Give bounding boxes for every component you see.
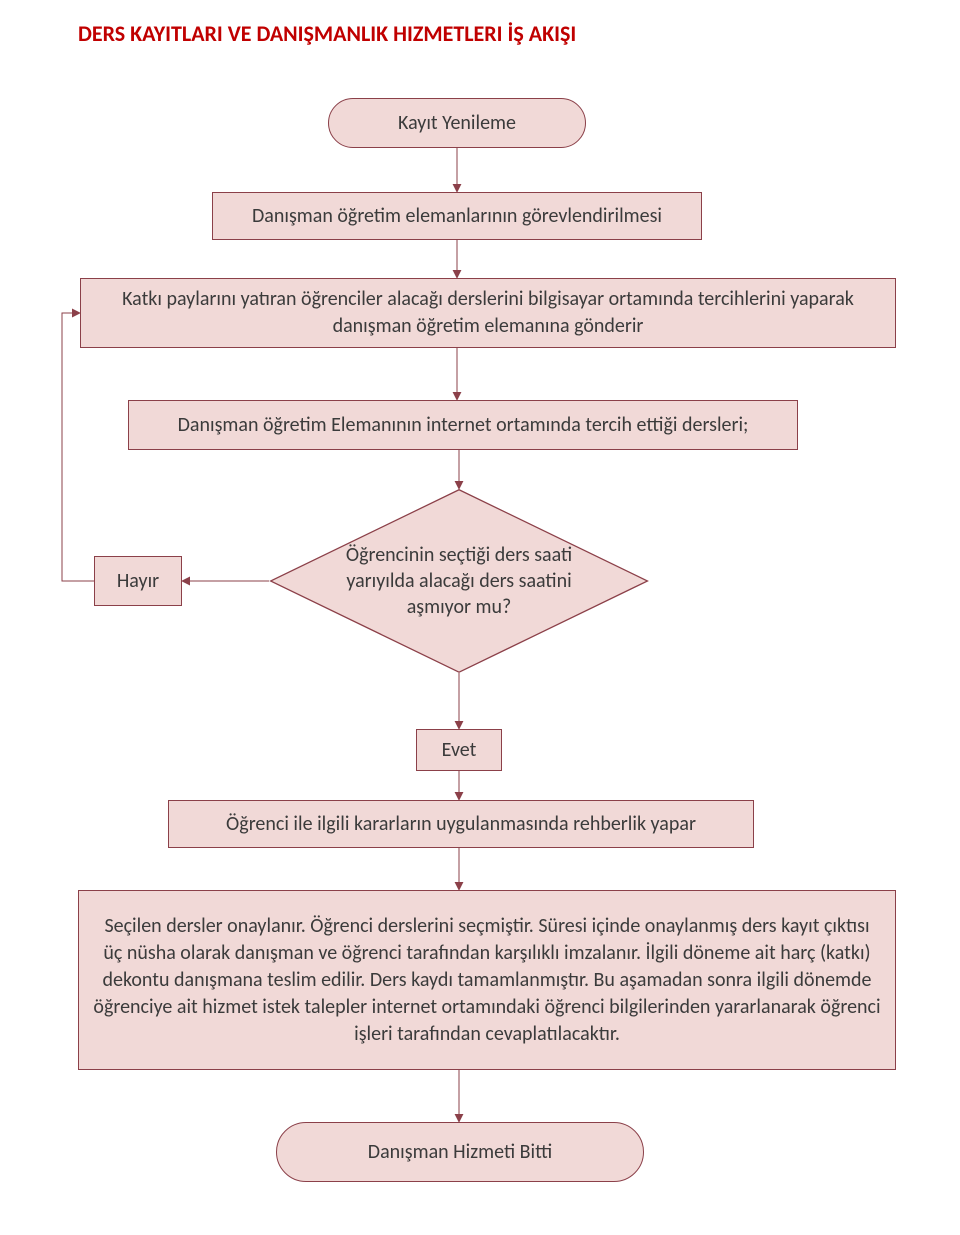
flow-process-approval: Seçilen dersler onaylanır. Öğrenci dersl… — [78, 890, 896, 1070]
flow-label-no: Hayır — [94, 556, 182, 606]
flow-process-student-select: Katkı paylarını yatıran öğrenciler alaca… — [80, 278, 896, 348]
flow-process-advisor-review: Danışman öğretim Elemanının internet ort… — [128, 400, 798, 450]
flow-process-assign-advisors: Danışman öğretim elemanlarının görevlend… — [212, 192, 702, 240]
flow-decision-hours: Öğrencinin seçtiği ders saati yarıyılda … — [269, 489, 649, 673]
flow-process-guidance: Öğrenci ile ilgili kararların uygulanmas… — [168, 800, 754, 848]
flow-start: Kayıt Yenileme — [328, 98, 586, 148]
flow-end: Danışman Hizmeti Bitti — [276, 1122, 644, 1182]
page-title: DERS KAYITLARI VE DANIŞMANLIK HIZMETLERI… — [78, 20, 576, 47]
decision-text: Öğrencinin seçtiği ders saati yarıyılda … — [329, 521, 589, 641]
flow-label-yes: Evet — [416, 729, 502, 771]
